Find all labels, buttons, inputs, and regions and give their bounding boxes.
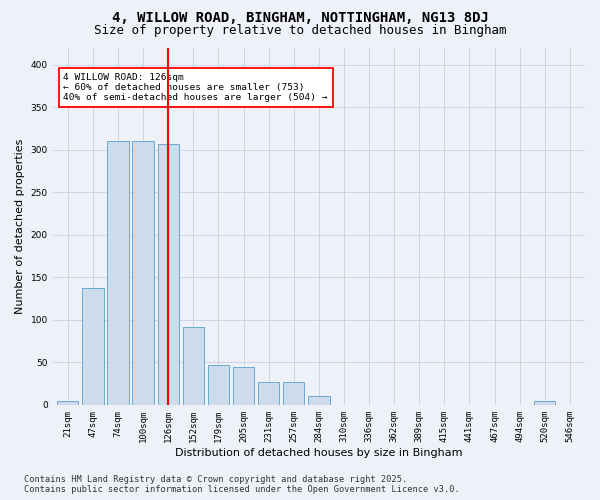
Text: 4, WILLOW ROAD, BINGHAM, NOTTINGHAM, NG13 8DJ: 4, WILLOW ROAD, BINGHAM, NOTTINGHAM, NG1…	[112, 11, 488, 25]
Bar	[107, 141, 128, 405]
Text: Size of property relative to detached houses in Bingham: Size of property relative to detached ho…	[94, 24, 506, 37]
Bar	[57, 400, 79, 405]
Bar	[82, 288, 104, 405]
Text: 4 WILLOW ROAD: 126sqm
← 60% of detached houses are smaller (753)
40% of semi-det: 4 WILLOW ROAD: 126sqm ← 60% of detached …	[64, 72, 328, 102]
Bar	[208, 365, 229, 405]
Bar	[133, 141, 154, 405]
Bar	[534, 402, 556, 405]
Y-axis label: Number of detached properties: Number of detached properties	[15, 138, 25, 314]
Bar	[158, 144, 179, 405]
Bar	[283, 382, 304, 405]
Bar	[182, 326, 204, 405]
X-axis label: Distribution of detached houses by size in Bingham: Distribution of detached houses by size …	[175, 448, 463, 458]
Text: Contains HM Land Registry data © Crown copyright and database right 2025.
Contai: Contains HM Land Registry data © Crown c…	[24, 474, 460, 494]
Bar	[258, 382, 279, 405]
Bar	[233, 368, 254, 405]
Bar	[308, 396, 329, 405]
